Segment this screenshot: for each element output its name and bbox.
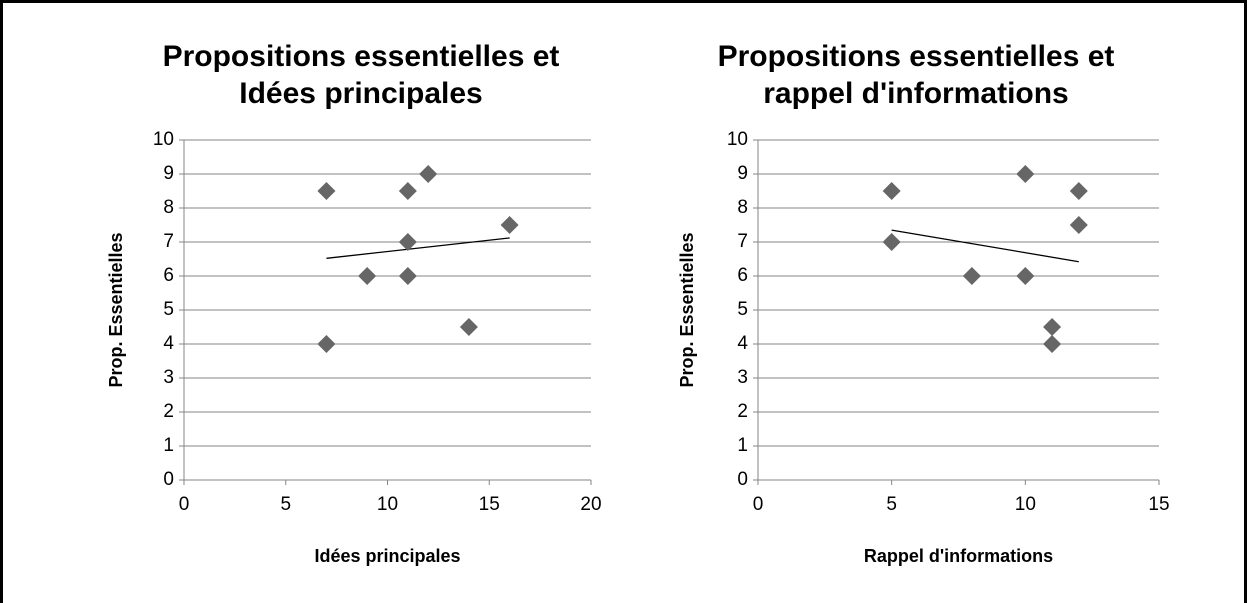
point	[398, 233, 417, 251]
y-tick-label: 8	[737, 197, 748, 218]
chart-title: Propositions essentielles et	[718, 40, 1115, 73]
point	[882, 233, 901, 251]
y-tick-label: 1	[737, 435, 748, 456]
chart-title: Idées principales	[239, 77, 482, 110]
point	[317, 182, 336, 200]
y-tick-label: 5	[163, 299, 174, 320]
y-tick-label: 4	[163, 333, 174, 354]
chart-title: rappel d'informations	[763, 77, 1069, 110]
trendline	[326, 237, 510, 259]
y-tick-label: 3	[737, 367, 748, 388]
point	[317, 335, 336, 353]
x-tick-label: 10	[1015, 494, 1036, 515]
point	[419, 165, 438, 183]
x-tick-label: 15	[479, 494, 500, 515]
point	[500, 216, 519, 234]
y-tick-label: 9	[737, 163, 748, 184]
point	[358, 267, 377, 285]
point	[1016, 165, 1035, 183]
y-tick-label: 6	[163, 265, 174, 286]
y-tick-label: 6	[737, 265, 748, 286]
point	[398, 182, 417, 200]
y-tick-label: 10	[727, 129, 748, 150]
x-tick-label: 5	[886, 494, 897, 515]
y-tick-label: 8	[163, 197, 174, 218]
point	[1043, 335, 1062, 353]
x-axis-label: Rappel d'informations	[864, 546, 1053, 566]
y-tick-label: 9	[163, 163, 174, 184]
point	[1016, 267, 1035, 285]
y-tick-label: 7	[163, 231, 174, 252]
trendline	[891, 229, 1079, 263]
x-axis-label: Idées principales	[314, 546, 460, 566]
y-tick-label: 2	[737, 401, 748, 422]
y-tick-label: 0	[163, 469, 174, 490]
y-axis-label: Prop. Essentielles	[677, 232, 697, 387]
y-tick-label: 4	[737, 333, 748, 354]
y-axis-label: Prop. Essentielles	[106, 232, 126, 387]
y-tick-label: 7	[737, 231, 748, 252]
point	[459, 318, 478, 336]
y-tick-label: 0	[737, 469, 748, 490]
point	[398, 267, 417, 285]
y-tick-label: 1	[163, 435, 174, 456]
x-tick-label: 0	[179, 494, 190, 515]
x-tick-label: 20	[580, 494, 601, 515]
point	[882, 182, 901, 200]
y-tick-label: 10	[153, 129, 174, 150]
point	[1043, 318, 1062, 336]
x-tick-label: 5	[280, 494, 291, 515]
y-tick-label: 5	[737, 299, 748, 320]
x-tick-label: 15	[1148, 494, 1169, 515]
point	[1069, 182, 1088, 200]
y-tick-label: 3	[163, 367, 174, 388]
y-tick-label: 2	[163, 401, 174, 422]
point	[962, 267, 981, 285]
x-tick-label: 10	[377, 494, 398, 515]
x-tick-label: 0	[753, 494, 764, 515]
chart-title: Propositions essentielles et	[163, 40, 560, 73]
point	[1069, 216, 1088, 234]
